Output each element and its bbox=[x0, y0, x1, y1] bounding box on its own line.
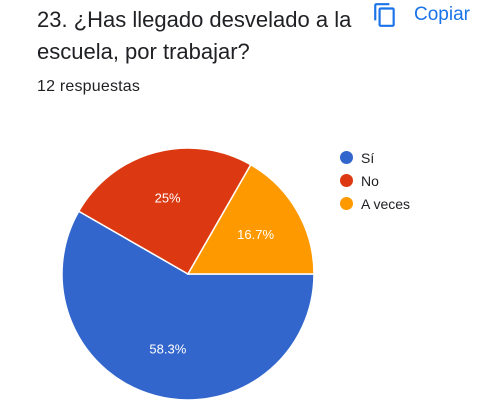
response-count: 12 respuestas bbox=[37, 78, 141, 95]
copy-label: Copiar bbox=[414, 4, 470, 25]
legend-swatch-si bbox=[340, 151, 353, 164]
pie-label-no: 25% bbox=[155, 191, 181, 206]
legend-swatch-no bbox=[340, 174, 353, 187]
pie-label-si: 58.3% bbox=[149, 341, 186, 356]
pie-slice-a-veces[interactable] bbox=[186, 163, 315, 275]
legend-item-no[interactable]: No bbox=[340, 169, 410, 192]
legend-label-a-veces: A veces bbox=[361, 195, 411, 212]
legend-label-si: Sí bbox=[361, 149, 375, 166]
question-title: 23. ¿Has llegado desvelado a la escuela,… bbox=[37, 7, 352, 64]
copy-icon bbox=[372, 2, 398, 28]
legend-label-no: No bbox=[361, 172, 379, 189]
chart-legend: Sí No A veces bbox=[340, 146, 410, 215]
pie-label-a-veces: 16.7% bbox=[237, 227, 274, 242]
pie-slice-si[interactable] bbox=[61, 210, 315, 401]
legend-swatch-a-veces bbox=[340, 197, 353, 210]
pie-slice-no[interactable] bbox=[77, 147, 252, 276]
legend-item-a-veces[interactable]: A veces bbox=[340, 192, 410, 215]
legend-item-si[interactable]: Sí bbox=[340, 146, 410, 169]
copy-button[interactable]: Copiar bbox=[372, 0, 470, 30]
